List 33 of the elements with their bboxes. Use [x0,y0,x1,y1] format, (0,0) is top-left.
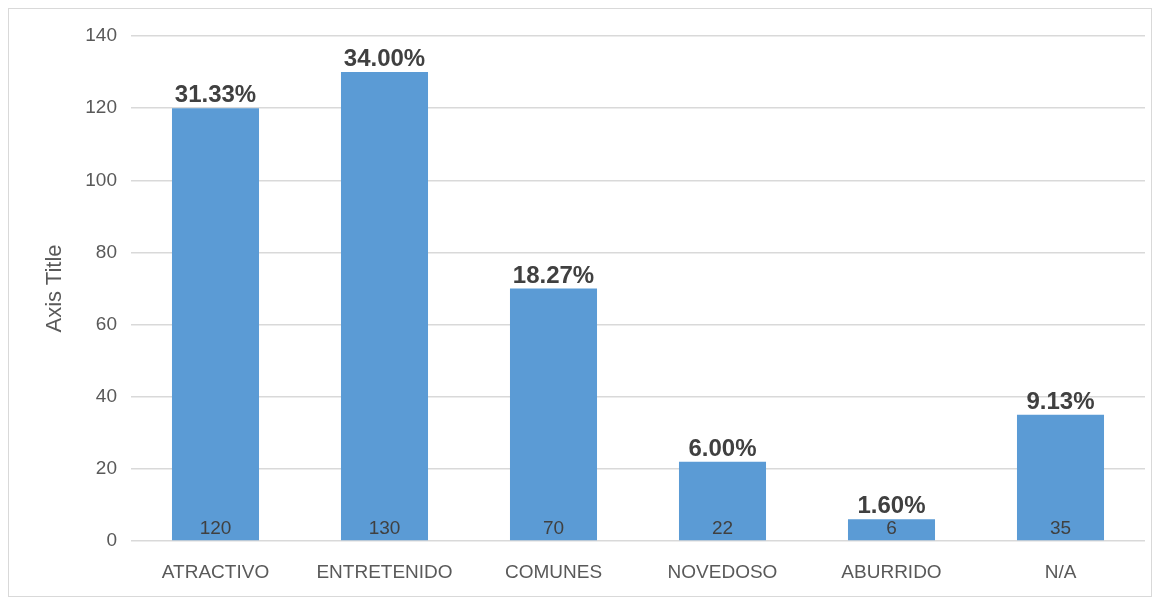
y-axis-title: Axis Title [41,244,67,333]
bar [171,108,260,541]
bar [509,288,598,541]
data-label: 6 [886,517,897,539]
y-tick-label: 60 [95,312,117,334]
x-tick-label: ENTRETENIDO [316,560,453,582]
x-tick-label: NOVEDOSO [667,560,778,582]
bar [847,519,936,541]
x-tick-label: ATRACTIVO [161,560,270,582]
annotation: 9.13% [1026,386,1095,414]
x-tick-label: N/A [1044,560,1077,582]
bar [340,72,429,541]
y-tick-label: 40 [95,384,117,406]
x-tick-label: ABURRIDO [841,560,942,582]
data-label: 130 [368,517,401,539]
y-tick-label: 140 [85,24,117,46]
x-tick-label: COMUNES [504,560,603,582]
y-tick-label: 120 [85,96,117,118]
bar [1016,414,1105,541]
data-label: 120 [199,517,232,539]
annotation: 34.00% [343,44,426,72]
annotation: 18.27% [512,260,595,288]
bar [678,461,767,541]
data-label: 70 [542,517,565,539]
y-tick-label: 100 [85,168,117,190]
annotation: 1.60% [857,491,926,519]
data-label: 35 [1049,517,1072,539]
annotation: 31.33% [174,80,257,108]
annotation: 6.00% [688,433,757,461]
y-tick-label: 0 [106,529,117,551]
data-label: 22 [711,517,734,539]
y-tick-label: 80 [95,240,117,262]
y-tick-label: 20 [95,457,117,479]
